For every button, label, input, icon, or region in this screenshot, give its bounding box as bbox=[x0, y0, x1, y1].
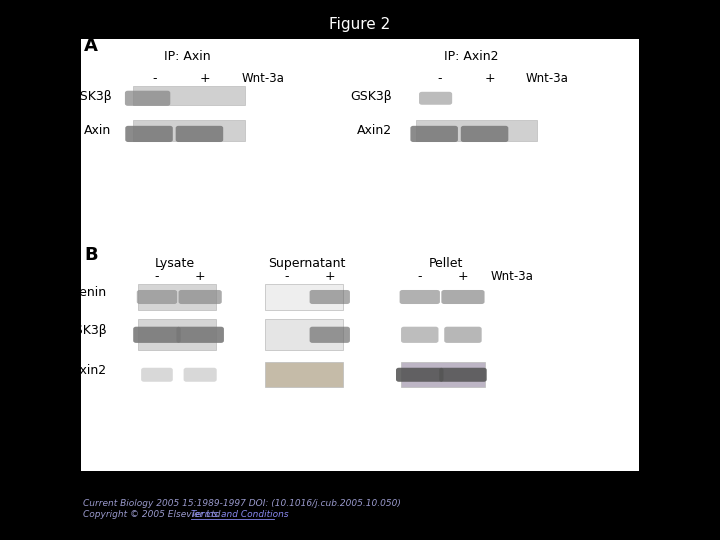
FancyBboxPatch shape bbox=[176, 327, 224, 343]
Text: Wnt-3a: Wnt-3a bbox=[526, 72, 569, 85]
FancyBboxPatch shape bbox=[184, 368, 217, 382]
Bar bbox=[416, 120, 537, 141]
FancyBboxPatch shape bbox=[179, 290, 222, 304]
Text: +: + bbox=[325, 270, 335, 283]
Text: Axin: Axin bbox=[84, 124, 112, 137]
Bar bbox=[133, 120, 245, 141]
Text: Supernatant: Supernatant bbox=[268, 257, 346, 270]
Text: GSK3β: GSK3β bbox=[65, 324, 107, 337]
Text: Current Biology 2005 15:1989-1997 DOI: (10.1016/j.cub.2005.10.050): Current Biology 2005 15:1989-1997 DOI: (… bbox=[83, 499, 400, 508]
FancyBboxPatch shape bbox=[310, 290, 350, 304]
Text: -: - bbox=[153, 72, 157, 85]
Text: GSK3β: GSK3β bbox=[351, 90, 392, 103]
Text: IP: Axin2: IP: Axin2 bbox=[444, 50, 499, 63]
Text: Figure 2: Figure 2 bbox=[329, 17, 391, 32]
Bar bbox=[133, 86, 245, 105]
FancyBboxPatch shape bbox=[444, 327, 482, 343]
Text: Wnt-3a: Wnt-3a bbox=[241, 72, 284, 85]
Bar bbox=[138, 319, 216, 350]
Text: Lysate: Lysate bbox=[155, 257, 195, 270]
Text: GSK3β: GSK3β bbox=[70, 90, 112, 103]
Text: -: - bbox=[284, 270, 289, 283]
FancyBboxPatch shape bbox=[439, 368, 487, 382]
Text: -: - bbox=[155, 270, 159, 283]
FancyBboxPatch shape bbox=[461, 126, 508, 142]
FancyBboxPatch shape bbox=[400, 290, 440, 304]
Text: +: + bbox=[195, 270, 205, 283]
FancyBboxPatch shape bbox=[396, 368, 444, 382]
Text: -: - bbox=[418, 270, 422, 283]
FancyBboxPatch shape bbox=[410, 126, 458, 142]
Text: A: A bbox=[84, 37, 98, 55]
Text: +: + bbox=[200, 72, 210, 85]
Bar bbox=[265, 285, 343, 309]
FancyBboxPatch shape bbox=[441, 290, 485, 304]
Text: Axin2: Axin2 bbox=[357, 124, 392, 137]
Text: Pellet: Pellet bbox=[429, 257, 464, 270]
FancyBboxPatch shape bbox=[176, 126, 223, 142]
Bar bbox=[138, 285, 216, 309]
Bar bbox=[265, 319, 343, 350]
Text: Copyright © 2005 Elsevier Ltd: Copyright © 2005 Elsevier Ltd bbox=[83, 510, 220, 518]
Text: β-catenin: β-catenin bbox=[48, 286, 107, 299]
Text: Wnt-3a: Wnt-3a bbox=[491, 270, 534, 283]
Bar bbox=[265, 362, 343, 387]
Text: +: + bbox=[485, 72, 495, 85]
Text: -: - bbox=[437, 72, 441, 85]
FancyBboxPatch shape bbox=[137, 290, 177, 304]
Text: B: B bbox=[84, 246, 98, 265]
Text: Axin2: Axin2 bbox=[71, 364, 107, 377]
Bar bbox=[81, 39, 639, 471]
FancyBboxPatch shape bbox=[419, 92, 452, 105]
FancyBboxPatch shape bbox=[133, 327, 181, 343]
Text: +: + bbox=[458, 270, 468, 283]
Text: Terms and Conditions: Terms and Conditions bbox=[191, 510, 289, 518]
FancyBboxPatch shape bbox=[401, 327, 438, 343]
FancyBboxPatch shape bbox=[310, 327, 350, 343]
FancyBboxPatch shape bbox=[141, 368, 173, 382]
FancyBboxPatch shape bbox=[125, 91, 171, 106]
Text: IP: Axin: IP: Axin bbox=[164, 50, 210, 63]
FancyBboxPatch shape bbox=[125, 126, 173, 142]
Bar bbox=[401, 362, 485, 387]
